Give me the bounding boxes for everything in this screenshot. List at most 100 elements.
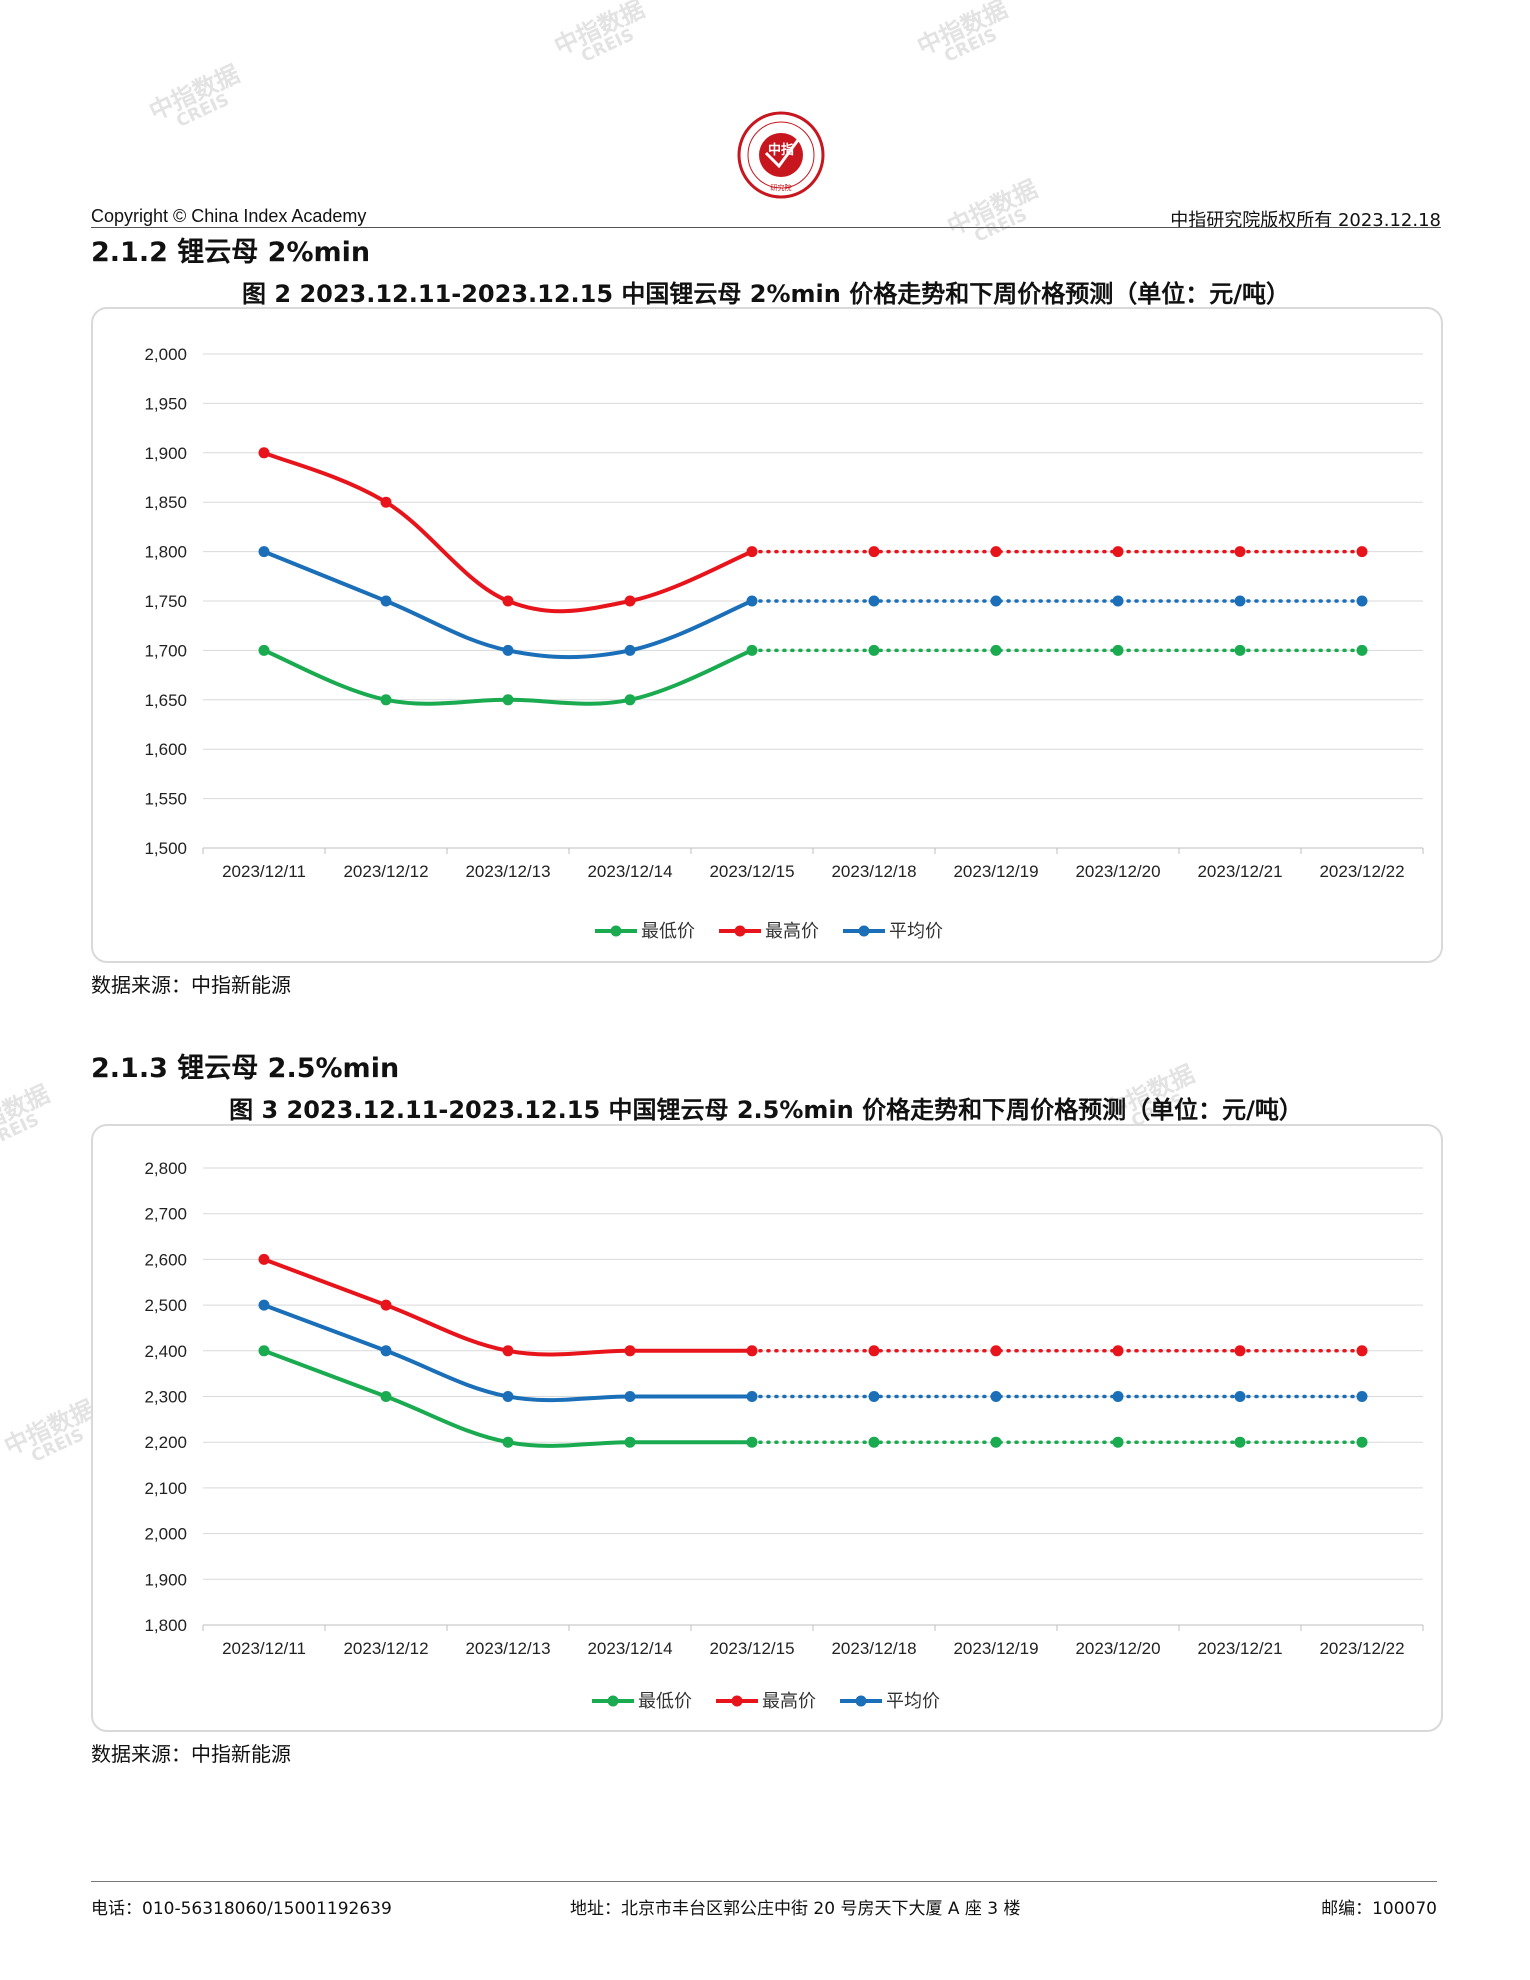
logo-center-text: 中指	[768, 142, 794, 158]
x-tick-label: 2023/12/20	[1075, 862, 1160, 881]
series-line-actual	[262, 450, 754, 614]
data-point	[380, 595, 392, 607]
x-tick-label: 2023/12/14	[587, 862, 672, 881]
x-tick-label: 2023/12/18	[831, 1639, 916, 1658]
data-point	[502, 1391, 514, 1402]
legend-label: 最高价	[765, 921, 819, 942]
data-point	[624, 644, 636, 656]
legend-label: 最低价	[638, 1691, 692, 1712]
data-point	[868, 1345, 880, 1357]
y-tick-label: 1,900	[144, 444, 187, 463]
data-point	[1112, 644, 1124, 656]
data-source-1: 数据来源：中指新能源	[91, 973, 291, 997]
data-point	[1356, 1436, 1368, 1448]
x-tick-label: 2023/12/14	[587, 1639, 672, 1658]
x-tick-label: 2023/12/21	[1197, 1639, 1282, 1658]
y-tick-label: 2,200	[144, 1433, 187, 1452]
data-point	[1356, 546, 1368, 558]
data-point	[258, 644, 270, 656]
chart-title-1: 图 2 2023.12.11-2023.12.15 中国锂云母 2%min 价格…	[242, 280, 1290, 308]
data-point	[624, 595, 636, 607]
x-tick-label: 2023/12/11	[222, 862, 306, 881]
legend-marker	[734, 925, 746, 937]
data-point	[1112, 595, 1124, 607]
data-point	[990, 595, 1002, 607]
section-heading-2: 2.1.3 锂云母 2.5%min	[91, 1053, 400, 1084]
legend-marker	[731, 1695, 743, 1707]
y-tick-label: 2,600	[144, 1250, 187, 1269]
data-point	[990, 1345, 1002, 1357]
data-point	[1234, 644, 1246, 656]
data-point	[380, 496, 392, 508]
data-point	[1234, 1436, 1246, 1448]
series-line-actual	[262, 1257, 754, 1357]
data-point	[380, 1391, 392, 1402]
legend-marker	[855, 1695, 867, 1707]
data-point	[868, 546, 880, 558]
y-tick-label: 1,600	[144, 740, 187, 759]
data-point	[1234, 595, 1246, 607]
y-tick-label: 2,300	[144, 1388, 187, 1407]
data-point	[1234, 1391, 1246, 1402]
data-point	[502, 694, 514, 706]
y-tick-label: 1,750	[144, 592, 187, 611]
x-tick-label: 2023/12/13	[465, 862, 550, 881]
y-tick-label: 1,700	[144, 641, 187, 660]
data-point	[990, 1391, 1002, 1402]
data-point	[1234, 546, 1246, 558]
legend-label: 平均价	[889, 921, 943, 942]
copyright-text: Copyright © China Index Academy	[91, 206, 367, 226]
y-tick-label: 1,850	[144, 493, 187, 512]
legend-label: 平均价	[886, 1691, 940, 1712]
data-point	[1234, 1345, 1246, 1357]
x-tick-label: 2023/12/21	[1197, 862, 1282, 881]
data-point	[990, 644, 1002, 656]
header-right-text: 中指研究院版权所有 2023.12.18	[1170, 210, 1441, 231]
y-tick-label: 2,000	[144, 345, 187, 364]
chart-1-svg: 1,500 1,550 1,600 1,650 1,700 1,750 1,800 1,850…	[144, 345, 1424, 942]
x-tick-label: 2023/12/18	[831, 862, 916, 881]
data-point	[868, 1436, 880, 1448]
data-point	[1356, 1391, 1368, 1402]
x-tick-label: 2023/12/15	[709, 862, 794, 881]
data-point	[1112, 1391, 1124, 1402]
y-tick-label: 1,500	[144, 839, 187, 858]
data-point	[380, 694, 392, 706]
data-point	[258, 1299, 270, 1311]
data-point	[502, 1436, 514, 1448]
x-tick-label: 2023/12/22	[1319, 1639, 1404, 1658]
x-tick-label: 2023/12/13	[465, 1639, 550, 1658]
y-tick-label: 2,800	[144, 1159, 187, 1178]
data-point	[746, 1391, 758, 1402]
x-tick-label: 2023/12/20	[1075, 1639, 1160, 1658]
data-point	[258, 1253, 270, 1265]
x-tick-label: 2023/12/15	[709, 1639, 794, 1658]
data-point	[502, 595, 514, 607]
y-tick-label: 1,800	[144, 1616, 187, 1635]
y-tick-label: 2,400	[144, 1342, 187, 1361]
y-tick-label: 1,800	[144, 543, 187, 562]
legend-marker	[610, 925, 622, 937]
data-point	[1112, 546, 1124, 558]
footer-phone: 电话：010-56318060/15001192639	[91, 1899, 392, 1919]
china-index-academy-logo: 中指 研究院	[736, 110, 826, 200]
data-point	[258, 1345, 270, 1357]
y-tick-label: 2,000	[144, 1525, 187, 1544]
data-point	[1112, 1436, 1124, 1448]
data-point	[990, 1436, 1002, 1448]
data-point	[868, 595, 880, 607]
data-point	[624, 1436, 636, 1448]
data-point	[746, 546, 758, 558]
data-point	[624, 694, 636, 706]
data-point	[1112, 1345, 1124, 1357]
x-tick-label: 2023/12/19	[953, 1639, 1038, 1658]
y-tick-label: 2,100	[144, 1479, 187, 1498]
legend-marker	[858, 925, 870, 937]
data-point	[1356, 644, 1368, 656]
y-tick-label: 2,700	[144, 1205, 187, 1224]
data-point	[380, 1345, 392, 1357]
data-point	[868, 644, 880, 656]
data-point	[258, 447, 270, 459]
